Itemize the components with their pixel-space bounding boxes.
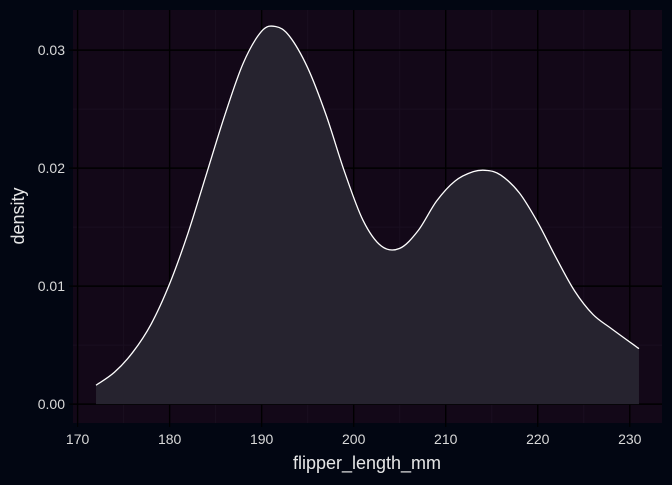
x-axis-ticks: 170 180 190 200 210 220 230 (66, 423, 642, 447)
y-tick-label: 0.01 (38, 278, 65, 294)
density-line (95, 25, 640, 386)
y-tick-label: 0.02 (38, 160, 65, 176)
x-tick-label: 220 (526, 431, 550, 447)
y-axis-ticks: 0.00 0.01 0.02 0.03 (38, 42, 73, 412)
x-tick-label: 180 (158, 431, 182, 447)
density-area (96, 26, 639, 405)
x-tick-label: 210 (434, 431, 458, 447)
x-axis-label: flipper_length_mm (293, 453, 441, 474)
x-tick-label: 190 (250, 431, 274, 447)
y-tick-label: 0.00 (38, 396, 65, 412)
x-tick-label: 200 (342, 431, 366, 447)
y-tick-label: 0.03 (38, 42, 65, 58)
x-tick-label: 230 (618, 431, 642, 447)
y-axis-label: density (8, 187, 28, 244)
x-tick-label: 170 (66, 431, 90, 447)
